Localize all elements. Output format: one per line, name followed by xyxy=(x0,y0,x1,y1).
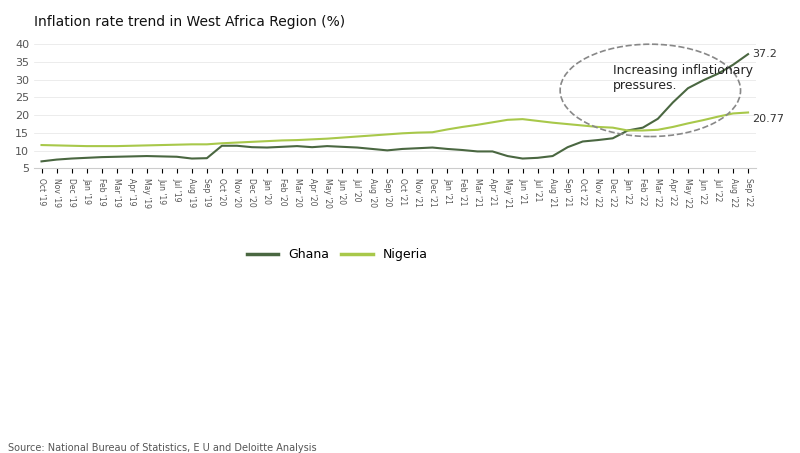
Text: Increasing inflationary
pressures.: Increasing inflationary pressures. xyxy=(613,64,753,92)
Text: 37.2: 37.2 xyxy=(753,49,778,59)
Text: Source: National Bureau of Statistics, E U and Deloitte Analysis: Source: National Bureau of Statistics, E… xyxy=(8,443,317,453)
Legend: Ghana, Nigeria: Ghana, Nigeria xyxy=(242,243,433,266)
Text: 20.77: 20.77 xyxy=(753,114,785,124)
Text: Inflation rate trend in West Africa Region (%): Inflation rate trend in West Africa Regi… xyxy=(34,15,345,29)
